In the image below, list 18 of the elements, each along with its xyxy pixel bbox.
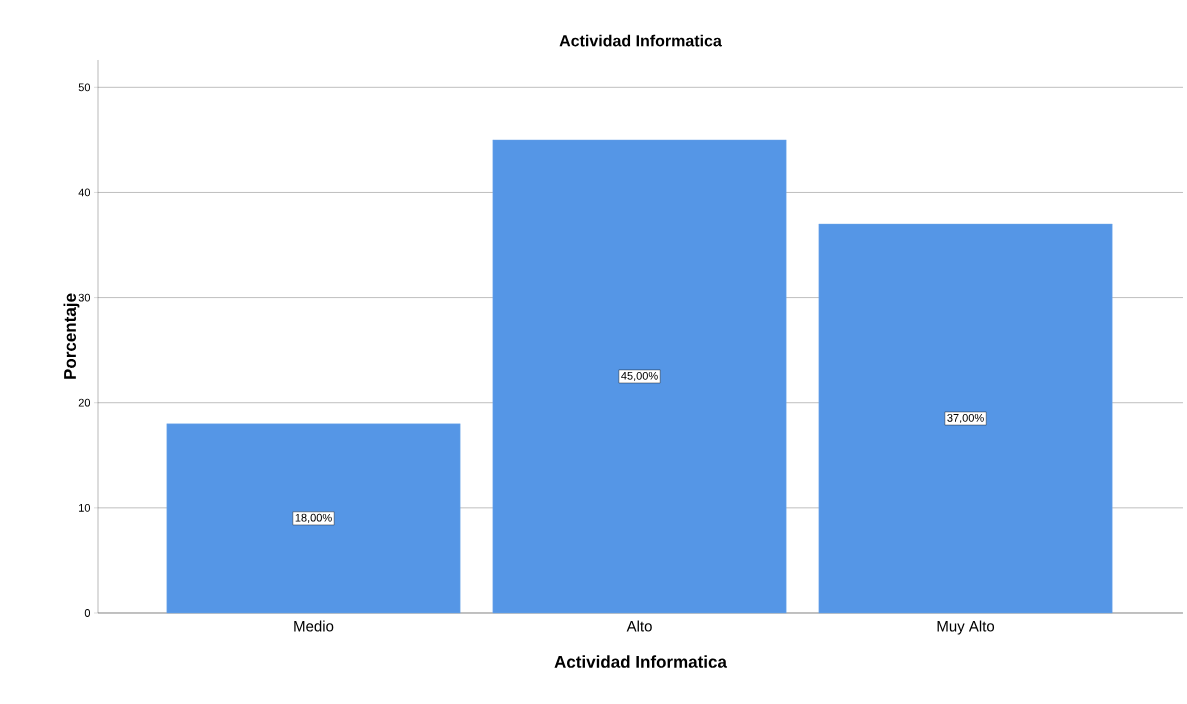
y-tick-label: 40	[78, 188, 91, 197]
bar	[166, 423, 461, 614]
y-tick-label: 20	[78, 398, 91, 407]
y-axis-title: Porcentaje	[63, 293, 80, 379]
x-tick-label: Muy Alto	[937, 620, 995, 635]
y-tick-label: 10	[79, 503, 91, 512]
data-label: 18,00%	[295, 513, 332, 523]
data-label: 37,00%	[947, 413, 984, 424]
data-label: 45,00%	[621, 371, 658, 381]
y-tick-label: 30	[78, 293, 91, 302]
chart-title: Actividad Informatica	[559, 34, 722, 47]
y-tick-label: 50	[78, 83, 91, 92]
x-tick-label: Alto	[626, 620, 652, 632]
bar	[492, 139, 787, 614]
x-tick-label: Medio	[294, 620, 334, 632]
x-axis-title: Actividad Informatica	[554, 655, 728, 668]
y-tick-label: 0	[84, 609, 91, 617]
bar	[818, 223, 1113, 614]
